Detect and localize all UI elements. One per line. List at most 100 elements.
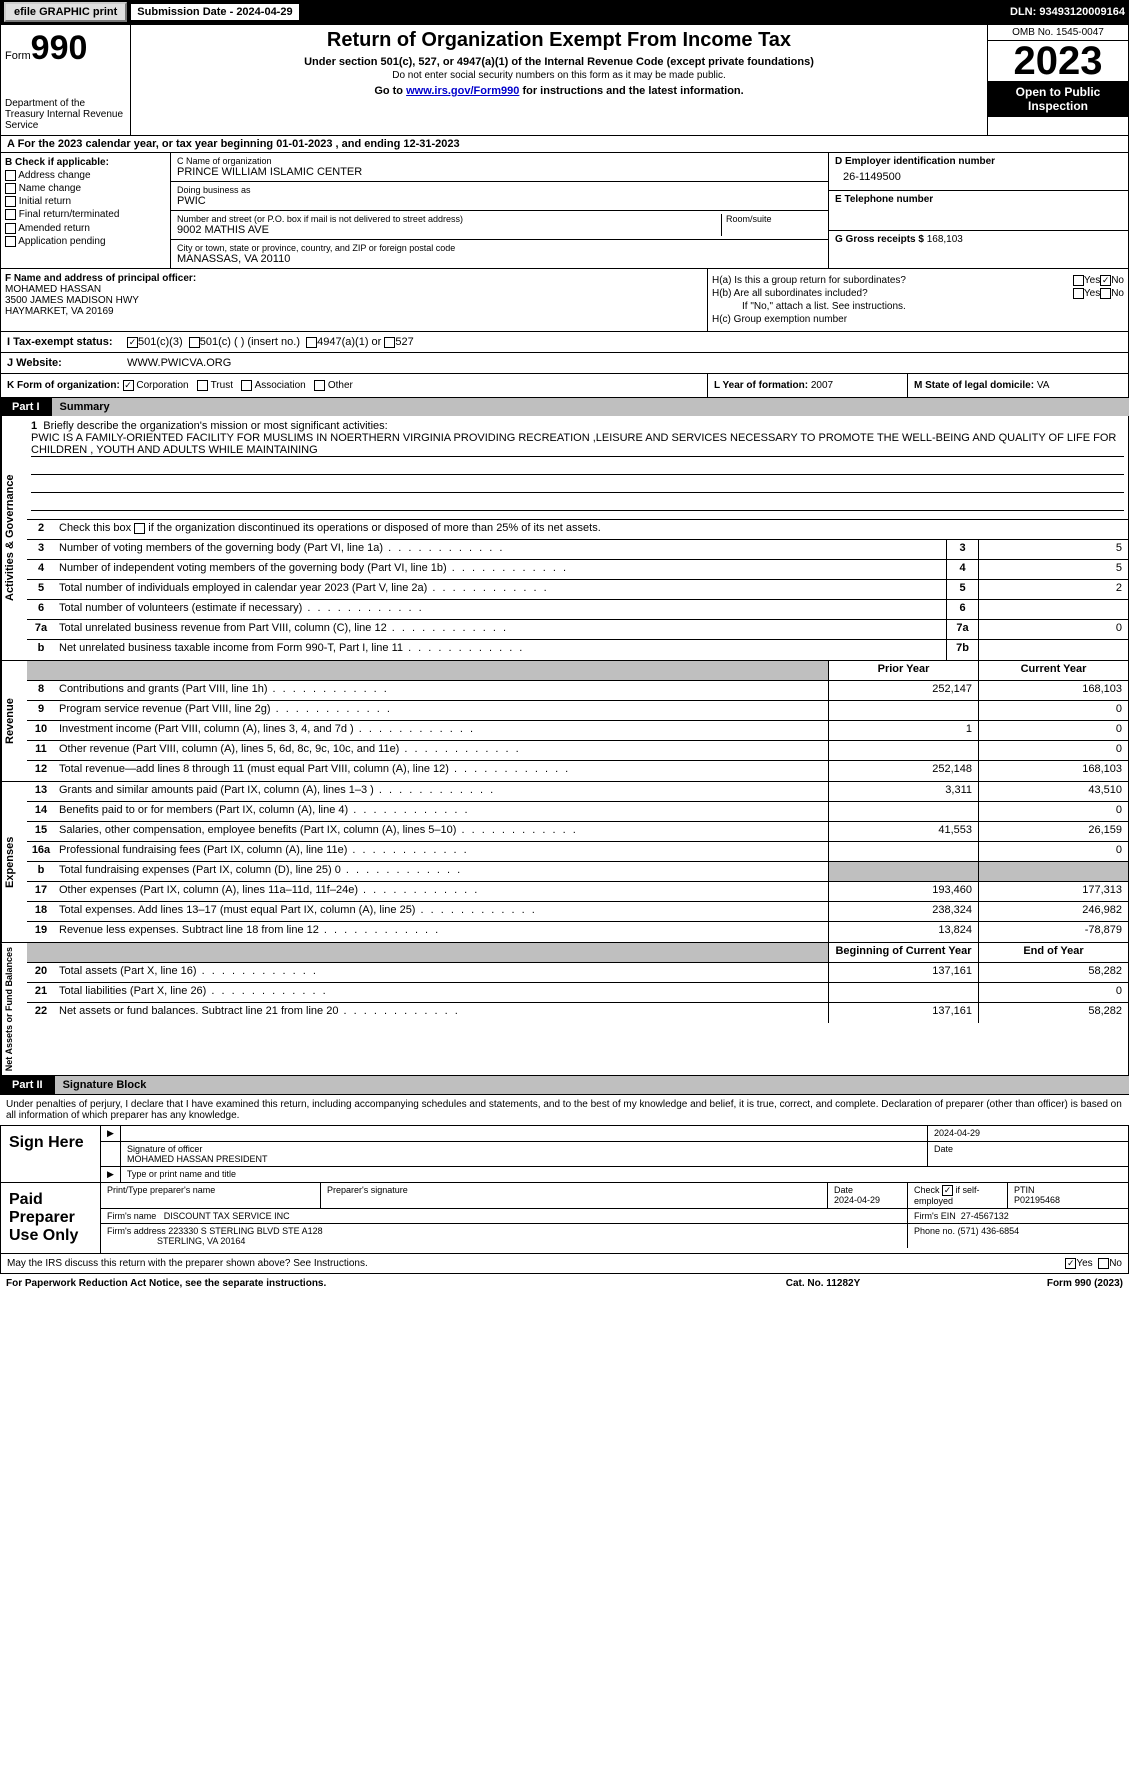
lbl-address-change: Address change xyxy=(18,170,90,181)
org-name: PRINCE WILLIAM ISLAMIC CENTER xyxy=(177,166,822,178)
org-name-label: C Name of organization xyxy=(177,156,822,166)
col-b-checkboxes: B Check if applicable: Address change Na… xyxy=(1,153,171,268)
checkbox-name-change[interactable] xyxy=(5,183,16,194)
part-2-title: Signature Block xyxy=(55,1076,1129,1094)
gross-receipts-label: G Gross receipts $ xyxy=(835,234,924,245)
lbl-amended-return: Amended return xyxy=(18,223,90,234)
footer-form: Form 990 (2023) xyxy=(923,1278,1123,1289)
section-bcdeg: B Check if applicable: Address change Na… xyxy=(0,153,1129,269)
section-expenses: Expenses 13Grants and similar amounts pa… xyxy=(0,782,1129,943)
gross-receipts-value: 168,103 xyxy=(927,234,963,245)
checkbox-self-employed[interactable]: ✓ xyxy=(942,1185,953,1196)
checkbox-amended-return[interactable] xyxy=(5,223,16,234)
table-row: 7aTotal unrelated business revenue from … xyxy=(27,620,1128,640)
goto-post: for instructions and the latest informat… xyxy=(519,85,743,97)
part-2-num: Part II xyxy=(0,1076,55,1094)
goto-pre: Go to xyxy=(374,85,406,97)
col-c-org-info: C Name of organization PRINCE WILLIAM IS… xyxy=(171,153,828,268)
form-subtitle-1: Under section 501(c), 527, or 4947(a)(1)… xyxy=(135,56,983,68)
officer-name: MOHAMED HASSAN xyxy=(5,284,703,295)
lbl-trust: Trust xyxy=(211,380,233,391)
sidelabel-ag: Activities & Governance xyxy=(1,416,27,660)
checkbox-line2[interactable] xyxy=(134,523,145,534)
firm-ein-label: Firm's EIN xyxy=(914,1211,956,1221)
checkbox-irs-yes[interactable]: ✓ xyxy=(1065,1258,1076,1269)
dln: DLN: 93493120009164 xyxy=(1010,6,1125,18)
part-1-num: Part I xyxy=(0,398,52,416)
irs-yes-label: Yes xyxy=(1076,1258,1092,1269)
form-number: Form990 xyxy=(5,29,126,68)
lbl-corp: Corporation xyxy=(136,380,188,391)
sig-officer-label: Signature of officer xyxy=(127,1144,202,1154)
lbl-final-return: Final return/terminated xyxy=(19,210,120,221)
checkbox-527[interactable] xyxy=(384,337,395,348)
hc-label: H(c) Group exemption number xyxy=(712,314,847,325)
irs-no-label: No xyxy=(1109,1258,1122,1269)
submission-date: Submission Date - 2024-04-29 xyxy=(131,4,298,20)
hb-label: H(b) Are all subordinates included? xyxy=(712,288,1073,299)
irs-link[interactable]: www.irs.gov/Form990 xyxy=(406,85,519,97)
lbl-501c: 501(c) ( ) (insert no.) xyxy=(200,336,300,348)
checkbox-assoc[interactable] xyxy=(241,380,252,391)
table-row: 15Salaries, other compensation, employee… xyxy=(27,822,1128,842)
efile-print-button[interactable]: efile GRAPHIC print xyxy=(4,2,127,22)
year-formation-value: 2007 xyxy=(811,380,833,391)
ein-label: D Employer identification number xyxy=(835,156,1122,167)
checkbox-irs-no[interactable] xyxy=(1098,1258,1109,1269)
checkbox-application-pending[interactable] xyxy=(5,236,16,247)
form-header: Form990 Department of the Treasury Inter… xyxy=(0,24,1129,136)
state-domicile-label: M State of legal domicile: xyxy=(914,380,1034,391)
paid-preparer-label: Paid Preparer Use Only xyxy=(1,1183,101,1253)
topbar: efile GRAPHIC print Submission Date - 20… xyxy=(0,0,1129,24)
table-row: 6Total number of volunteers (estimate if… xyxy=(27,600,1128,620)
firm-phone-label: Phone no. xyxy=(914,1226,955,1236)
hdr-prior-year: Prior Year xyxy=(828,661,978,680)
table-row: 16aProfessional fundraising fees (Part I… xyxy=(27,842,1128,862)
yes-label: Yes xyxy=(1084,275,1100,286)
open-to-public: Open to Public Inspection xyxy=(988,81,1128,117)
lbl-name-change: Name change xyxy=(19,183,81,194)
footer-catno: Cat. No. 11282Y xyxy=(723,1278,923,1289)
mission-text: PWIC IS A FAMILY-ORIENTED FACILITY FOR M… xyxy=(31,432,1124,457)
checkbox-ha-yes[interactable] xyxy=(1073,275,1084,286)
lbl-4947a1: 4947(a)(1) or xyxy=(317,336,381,348)
sig-intro: Under penalties of perjury, I declare th… xyxy=(0,1094,1129,1125)
no-label: No xyxy=(1111,275,1124,286)
officer-addr2: HAYMARKET, VA 20169 xyxy=(5,306,703,317)
city-label: City or town, state or province, country… xyxy=(177,243,822,253)
section-ag: Activities & Governance 1 Briefly descri… xyxy=(0,416,1129,661)
website-value: WWW.PWICVA.ORG xyxy=(127,357,231,369)
table-row: 14Benefits paid to or for members (Part … xyxy=(27,802,1128,822)
checkbox-corp[interactable]: ✓ xyxy=(123,380,134,391)
part-1-header: Part I Summary xyxy=(0,398,1129,416)
checkbox-final-return[interactable] xyxy=(5,209,16,220)
dba-value: PWIC xyxy=(177,195,822,207)
firm-name-value: DISCOUNT TAX SERVICE INC xyxy=(164,1211,290,1221)
checkbox-501c3[interactable]: ✓ xyxy=(127,337,138,348)
checkbox-address-change[interactable] xyxy=(5,170,16,181)
check-if-label-pre: Check xyxy=(914,1185,940,1195)
ein-value: 26-1149500 xyxy=(835,167,1122,187)
checkbox-hb-no[interactable] xyxy=(1100,288,1111,299)
preparer-name-label: Print/Type preparer's name xyxy=(101,1183,321,1208)
sidelabel-net-assets: Net Assets or Fund Balances xyxy=(1,943,27,1075)
checkbox-501c[interactable] xyxy=(189,337,200,348)
part-1-title: Summary xyxy=(52,398,1129,416)
checkbox-ha-no[interactable]: ✓ xyxy=(1100,275,1111,286)
table-row: 22Net assets or fund balances. Subtract … xyxy=(27,1003,1128,1023)
checkbox-hb-yes[interactable] xyxy=(1073,288,1084,299)
checkbox-4947a1[interactable] xyxy=(306,337,317,348)
lbl-assoc: Association xyxy=(255,380,306,391)
row-klm: K Form of organization: ✓ Corporation Tr… xyxy=(0,374,1129,398)
section-revenue: Revenue Prior Year Current Year 8Contrib… xyxy=(0,661,1129,782)
checkbox-other[interactable] xyxy=(314,380,325,391)
hdr-beginning-year: Beginning of Current Year xyxy=(828,943,978,962)
lbl-initial-return: Initial return xyxy=(19,196,71,207)
officer-label: F Name and address of principal officer: xyxy=(5,273,703,284)
col-f-officer: F Name and address of principal officer:… xyxy=(1,269,708,331)
sig-name-label: Type or print name and title xyxy=(121,1167,1128,1182)
row-a-tax-year: A For the 2023 calendar year, or tax yea… xyxy=(0,136,1129,153)
checkbox-trust[interactable] xyxy=(197,380,208,391)
checkbox-initial-return[interactable] xyxy=(5,196,16,207)
table-row: 10Investment income (Part VIII, column (… xyxy=(27,721,1128,741)
